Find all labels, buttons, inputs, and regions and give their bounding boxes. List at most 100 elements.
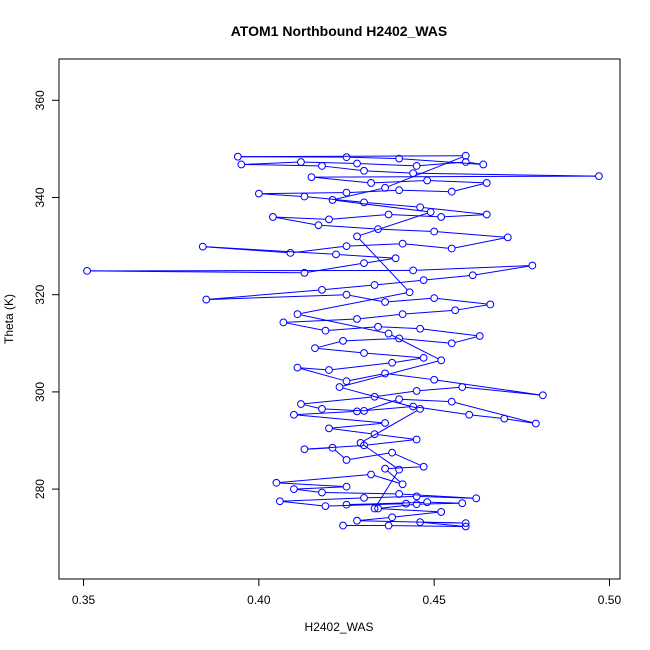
data-point <box>360 259 368 268</box>
data-point <box>486 300 495 309</box>
data-point <box>395 395 404 404</box>
series-segment <box>304 404 319 409</box>
data-point <box>395 186 404 195</box>
data-point <box>475 332 484 340</box>
series-segment <box>283 501 323 507</box>
y-tick-label: 280 <box>33 479 47 499</box>
data-point <box>430 375 439 384</box>
data-point <box>381 183 389 192</box>
series-segment <box>349 189 396 193</box>
data-point <box>328 196 337 204</box>
data-point <box>409 266 418 275</box>
data-point <box>360 406 368 415</box>
series-segment <box>360 406 410 412</box>
series-segment <box>402 398 449 402</box>
data-point <box>419 462 428 471</box>
data-point <box>300 192 309 201</box>
series-segment <box>325 165 361 171</box>
data-point <box>342 377 351 386</box>
data-point <box>461 522 470 531</box>
data-point <box>353 407 361 416</box>
data-point <box>370 430 379 439</box>
series-segment <box>334 449 345 459</box>
series-segment <box>430 180 484 184</box>
series-segment <box>325 284 372 291</box>
series-segment <box>416 265 529 271</box>
data-point <box>595 172 603 181</box>
y-axis: 280 300 320 340 360 <box>33 90 60 499</box>
data-point <box>384 329 393 338</box>
series-segment <box>367 495 414 499</box>
series-segment <box>297 486 344 490</box>
series-segment <box>388 297 431 303</box>
data-point <box>300 445 309 454</box>
x-tick-label: 0.45 <box>422 593 446 607</box>
series-segment <box>349 156 396 160</box>
data-point <box>412 387 421 395</box>
series-segment <box>377 279 421 286</box>
series-segment <box>416 172 596 177</box>
series-segment <box>279 474 368 483</box>
series-segment <box>328 326 375 331</box>
data-point <box>479 160 488 169</box>
data-point <box>482 179 491 187</box>
series-segment <box>381 504 414 509</box>
y-axis-title: Theta (K) <box>2 294 16 344</box>
data-point <box>374 504 382 513</box>
series-layer <box>83 151 603 531</box>
data-point <box>370 504 379 513</box>
series-segment <box>297 489 319 493</box>
series-segment <box>437 297 487 305</box>
data-point <box>398 310 407 319</box>
series-segment <box>346 338 396 342</box>
plot-frame <box>58 58 621 580</box>
data-point <box>430 294 439 303</box>
data-point <box>426 208 435 216</box>
series-segment <box>395 357 421 363</box>
data-point <box>328 443 337 452</box>
data-point <box>531 419 540 428</box>
series-segment <box>388 373 431 380</box>
series-segment <box>325 492 396 495</box>
data-point <box>398 239 407 248</box>
series-segment <box>328 503 403 507</box>
data-point <box>198 242 207 251</box>
data-point <box>500 414 509 423</box>
data-point <box>360 349 368 357</box>
series-segment <box>332 428 372 435</box>
data-point <box>342 153 351 162</box>
data-point <box>391 254 400 263</box>
data-point <box>528 261 537 270</box>
series-segment <box>321 224 375 230</box>
series-segment <box>454 401 533 424</box>
series-segment <box>377 434 414 440</box>
x-tick-label: 0.40 <box>247 593 271 607</box>
data-point <box>384 210 393 219</box>
series-segment <box>437 231 505 238</box>
series-segment <box>360 517 389 521</box>
data-point <box>83 266 91 275</box>
data-point <box>293 310 302 319</box>
data-point <box>423 498 432 507</box>
series-segment <box>388 466 421 470</box>
series-segment <box>367 202 417 208</box>
series-segment <box>314 176 368 184</box>
data-point <box>461 158 470 166</box>
data-point <box>360 198 368 207</box>
data-point <box>412 500 421 509</box>
series-segment <box>325 408 361 412</box>
series-segment <box>454 183 484 192</box>
series-segment <box>391 214 438 218</box>
series-segment <box>339 254 393 259</box>
series-segment <box>300 314 386 334</box>
data-point <box>342 500 351 509</box>
series-segment <box>276 216 326 220</box>
data-point <box>409 402 418 411</box>
series-segment <box>297 411 354 416</box>
series-segment <box>437 379 540 396</box>
data-point <box>360 166 368 175</box>
data-point <box>342 456 351 464</box>
data-point <box>395 490 404 498</box>
data-point <box>412 492 421 501</box>
data-point <box>353 516 361 525</box>
